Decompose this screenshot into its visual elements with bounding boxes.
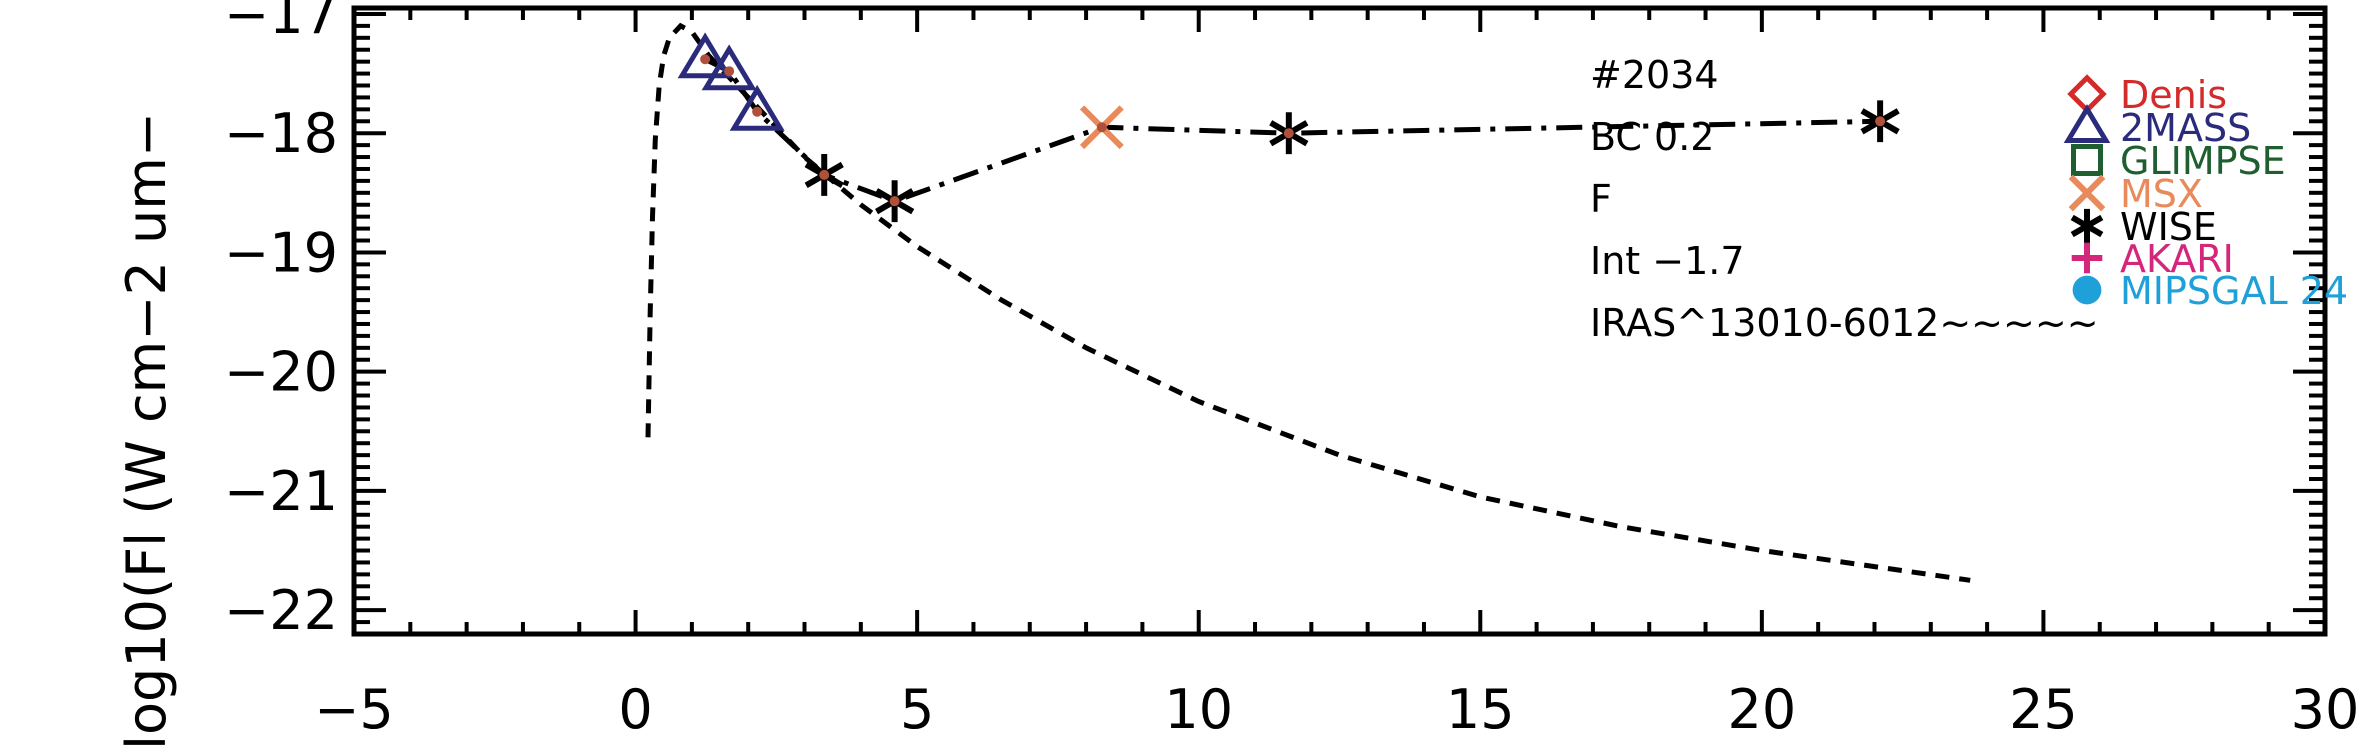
x-tick-label: −5 <box>314 678 394 741</box>
annotation-text: Int −1.7 <box>1590 239 1745 283</box>
y-tick-label: −21 <box>224 460 338 523</box>
annotation-text: IRAS^13010-6012~~~~~ <box>1590 301 2099 345</box>
axis-ticks <box>352 8 2327 636</box>
annotation-text: BC 0.2 <box>1590 115 1714 159</box>
legend-marker-akari <box>2071 242 2103 274</box>
2mass-point <box>729 84 785 131</box>
x-tick-label: 15 <box>1446 678 1515 741</box>
point-center-dot <box>1283 128 1294 139</box>
legend-label: GLIMPSE <box>2120 139 2286 183</box>
y-axis-label: log10(Fl (W cm−2 um− <box>115 112 178 750</box>
legend-marker-wise <box>2070 208 2104 244</box>
point-center-dot <box>819 169 830 180</box>
sed-connecting-line <box>703 57 1881 204</box>
marker-layer <box>677 32 1900 223</box>
x-tick-label: 25 <box>2009 678 2078 741</box>
legend-marker-mipsgal-24 <box>2072 275 2102 305</box>
legend-label: MIPSGAL 24 <box>2120 269 2348 313</box>
plot-frame <box>351 5 2328 637</box>
plot-border <box>351 5 2328 637</box>
legend-label: AKARI <box>2120 237 2234 281</box>
y-tick-label: −20 <box>224 341 338 404</box>
point-center-dot <box>724 66 735 77</box>
point-center-dot <box>1875 116 1886 127</box>
y-tick-label: −18 <box>224 102 338 165</box>
x-tick-label: 0 <box>618 678 652 741</box>
legend-label: WISE <box>2120 205 2217 249</box>
point-center-dot <box>752 106 763 117</box>
annotations: #2034 BC 0.2 F Int −1.7 IRAS^13010-6012~~~~~ <box>1590 53 2099 345</box>
y-tick-label: −17 <box>224 0 338 46</box>
legend-marker-2mass <box>2063 104 2111 143</box>
tick-labels: −5 0 5 10 15 20 25 30 −17 −18 −19 −20 −21 −22 <box>224 0 2359 741</box>
annotation-text: #2034 <box>1590 53 1719 97</box>
legend-label: Denis <box>2120 73 2227 117</box>
2mass-point <box>701 44 757 91</box>
annotation-text: F <box>1590 177 1612 221</box>
y-tick-label: −22 <box>224 579 338 642</box>
legend-marker-msx <box>2068 174 2106 212</box>
legend-label: MSX <box>2120 172 2203 216</box>
legend-label: 2MASS <box>2120 106 2251 150</box>
x-tick-label: 5 <box>900 678 934 741</box>
point-center-dot <box>700 54 711 65</box>
point-center-dot <box>1096 122 1107 133</box>
point-center-dot <box>889 196 900 207</box>
y-tick-label: −19 <box>224 221 338 284</box>
x-tick-label: 10 <box>1164 678 1233 741</box>
x-tick-label: 20 <box>1727 678 1796 741</box>
legend-marker-glimpse <box>2071 144 2103 176</box>
2mass-point <box>677 32 733 79</box>
x-tick-label: 30 <box>2291 678 2360 741</box>
